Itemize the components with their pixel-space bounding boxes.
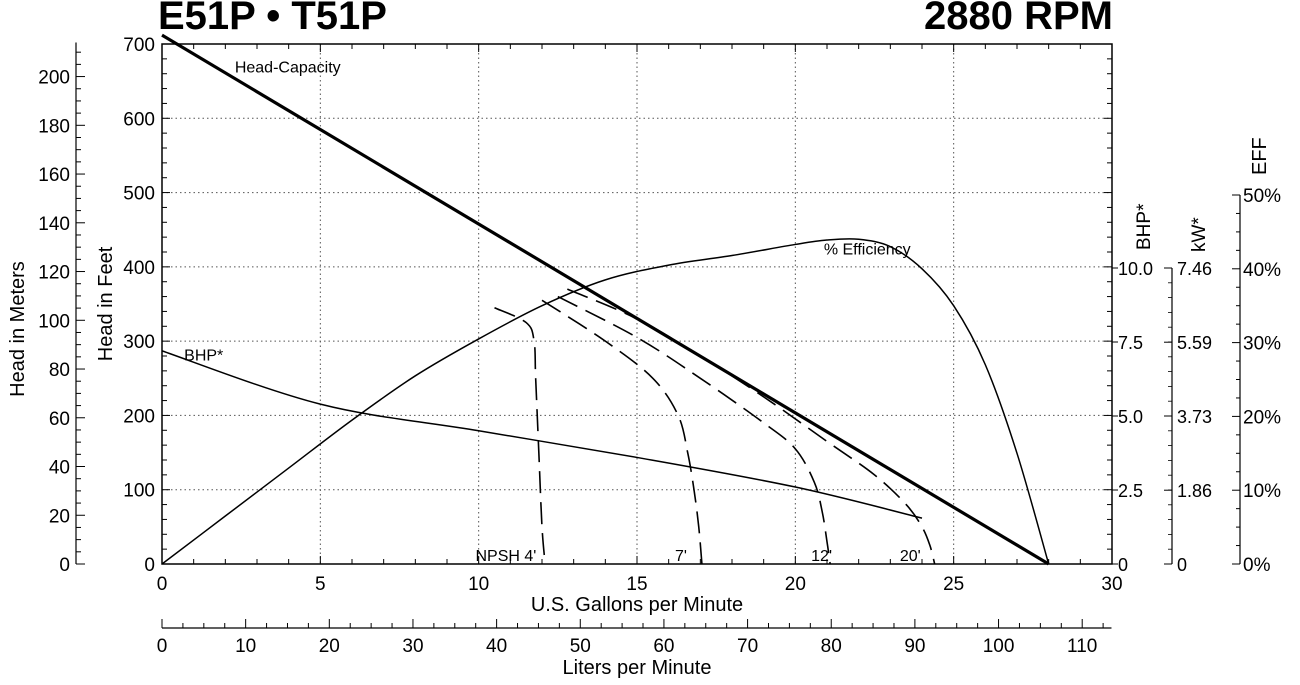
annotation-20: 20' bbox=[900, 548, 921, 565]
y-feet-tick-label: 600 bbox=[123, 109, 155, 130]
x-liters-tick-label: 40 bbox=[486, 636, 507, 657]
eff-tick-label: 50% bbox=[1243, 186, 1281, 207]
kw-tick-label: 5.59 bbox=[1177, 333, 1212, 353]
y-feet-tick-label: 100 bbox=[123, 481, 155, 502]
y-meters-tick-label: 20 bbox=[49, 506, 70, 527]
x-liters-tick-label: 110 bbox=[1067, 636, 1097, 657]
bhp-tick-label: 2.5 bbox=[1118, 481, 1143, 501]
bhp-tick-label: 7.5 bbox=[1118, 333, 1143, 353]
axes bbox=[75, 42, 1241, 629]
y-feet-tick-label: 500 bbox=[123, 184, 155, 205]
labels: 0 5 10 15 20 25 30U.S. Gallons per Minute01002… bbox=[7, 35, 1281, 679]
y-feet-tick-label: 400 bbox=[123, 258, 155, 279]
x-tick-label: 0 bbox=[157, 574, 168, 595]
y-meters-tick-label: 120 bbox=[38, 263, 70, 284]
series-head-capacity-curve bbox=[161, 33, 1050, 566]
x-tick-label: 20 bbox=[785, 574, 806, 595]
x-liters-tick-label: 10 bbox=[235, 636, 256, 657]
y-feet-tick-label: 0 bbox=[144, 555, 155, 576]
y-feet-tick-label: 200 bbox=[123, 406, 155, 427]
y-feet-axis-label: Head in Feet bbox=[95, 246, 117, 361]
x-liters-axis-label: Liters per Minute bbox=[563, 657, 712, 679]
y-meters-tick-label: 40 bbox=[49, 458, 70, 479]
x-liters-tick-label: 100 bbox=[983, 636, 1015, 657]
annotation-bhp: BHP* bbox=[184, 348, 223, 365]
eff-tick-label: 40% bbox=[1243, 260, 1281, 281]
x-liters-tick-label: 30 bbox=[402, 636, 423, 657]
eff-tick-label: 0% bbox=[1243, 555, 1271, 576]
x-liters-tick-label: 20 bbox=[319, 636, 340, 657]
pump-speed-title: 2880 RPM bbox=[924, 0, 1113, 38]
pump-model-title: E51P • T51P bbox=[158, 0, 387, 38]
grid bbox=[162, 44, 1112, 564]
x-liters-tick-label: 90 bbox=[904, 636, 925, 657]
kw-tick-label: 3.73 bbox=[1177, 407, 1212, 427]
annotation-head-capacity: Head-Capacity bbox=[235, 59, 341, 76]
y-meters-tick-label: 140 bbox=[38, 214, 70, 235]
x-liters-tick-label: 0 bbox=[157, 636, 168, 657]
series-npsh-4-curve bbox=[494, 306, 546, 565]
eff-axis-label: EFF bbox=[1249, 137, 1271, 175]
y-meters-tick-label: 0 bbox=[59, 555, 70, 576]
eff-tick-label: 30% bbox=[1243, 334, 1281, 355]
y-meters-tick-label: 100 bbox=[38, 311, 70, 332]
x-tick-label: 5 bbox=[315, 574, 326, 595]
x-tick-label: 30 bbox=[1101, 574, 1122, 595]
x-tick-label: 10 bbox=[468, 574, 489, 595]
annotation-12: 12' bbox=[811, 548, 832, 565]
y-meters-tick-label: 60 bbox=[49, 409, 70, 430]
series-12-curve bbox=[557, 295, 831, 565]
kw-tick-label: 0 bbox=[1177, 555, 1187, 575]
annotation-efficiency: % Efficiency bbox=[824, 241, 911, 258]
x-tick-label: 25 bbox=[943, 574, 964, 595]
x-liters-tick-label: 50 bbox=[570, 636, 591, 657]
kw-axis-label: kW* bbox=[1189, 217, 1210, 252]
bhp-tick-label: 10.0 bbox=[1118, 259, 1153, 279]
y-meters-tick-label: 80 bbox=[49, 360, 70, 381]
y-meters-tick-label: 160 bbox=[38, 165, 70, 186]
bhp-tick-label: 0 bbox=[1118, 555, 1128, 575]
y-feet-tick-label: 300 bbox=[123, 332, 155, 353]
bhp-axis-label: BHP* bbox=[1134, 203, 1155, 250]
series bbox=[161, 33, 1050, 566]
y-meters-tick-label: 180 bbox=[38, 116, 70, 137]
kw-tick-label: 1.86 bbox=[1177, 481, 1212, 501]
y-feet-tick-label: 700 bbox=[123, 35, 155, 56]
x-liters-tick-label: 60 bbox=[653, 636, 674, 657]
series-7-curve bbox=[541, 299, 703, 565]
series-20-curve bbox=[567, 288, 936, 565]
x-tick-label: 15 bbox=[626, 574, 647, 595]
annotation-7: 7' bbox=[675, 548, 687, 565]
x-liters-tick-label: 80 bbox=[821, 636, 842, 657]
x-liters-tick-label: 70 bbox=[737, 636, 758, 657]
annotation-npsh-4: NPSH 4' bbox=[476, 548, 537, 565]
bhp-tick-label: 5.0 bbox=[1118, 407, 1143, 427]
eff-tick-label: 20% bbox=[1243, 407, 1281, 428]
eff-tick-label: 10% bbox=[1243, 481, 1281, 502]
y-meters-tick-label: 200 bbox=[38, 68, 70, 89]
y-meters-axis-label: Head in Meters bbox=[7, 261, 29, 397]
kw-tick-label: 7.46 bbox=[1177, 259, 1212, 279]
series-efficiency-curve bbox=[161, 238, 1050, 565]
series-bhp-curve bbox=[161, 350, 923, 519]
x-axis-label: U.S. Gallons per Minute bbox=[531, 594, 743, 616]
